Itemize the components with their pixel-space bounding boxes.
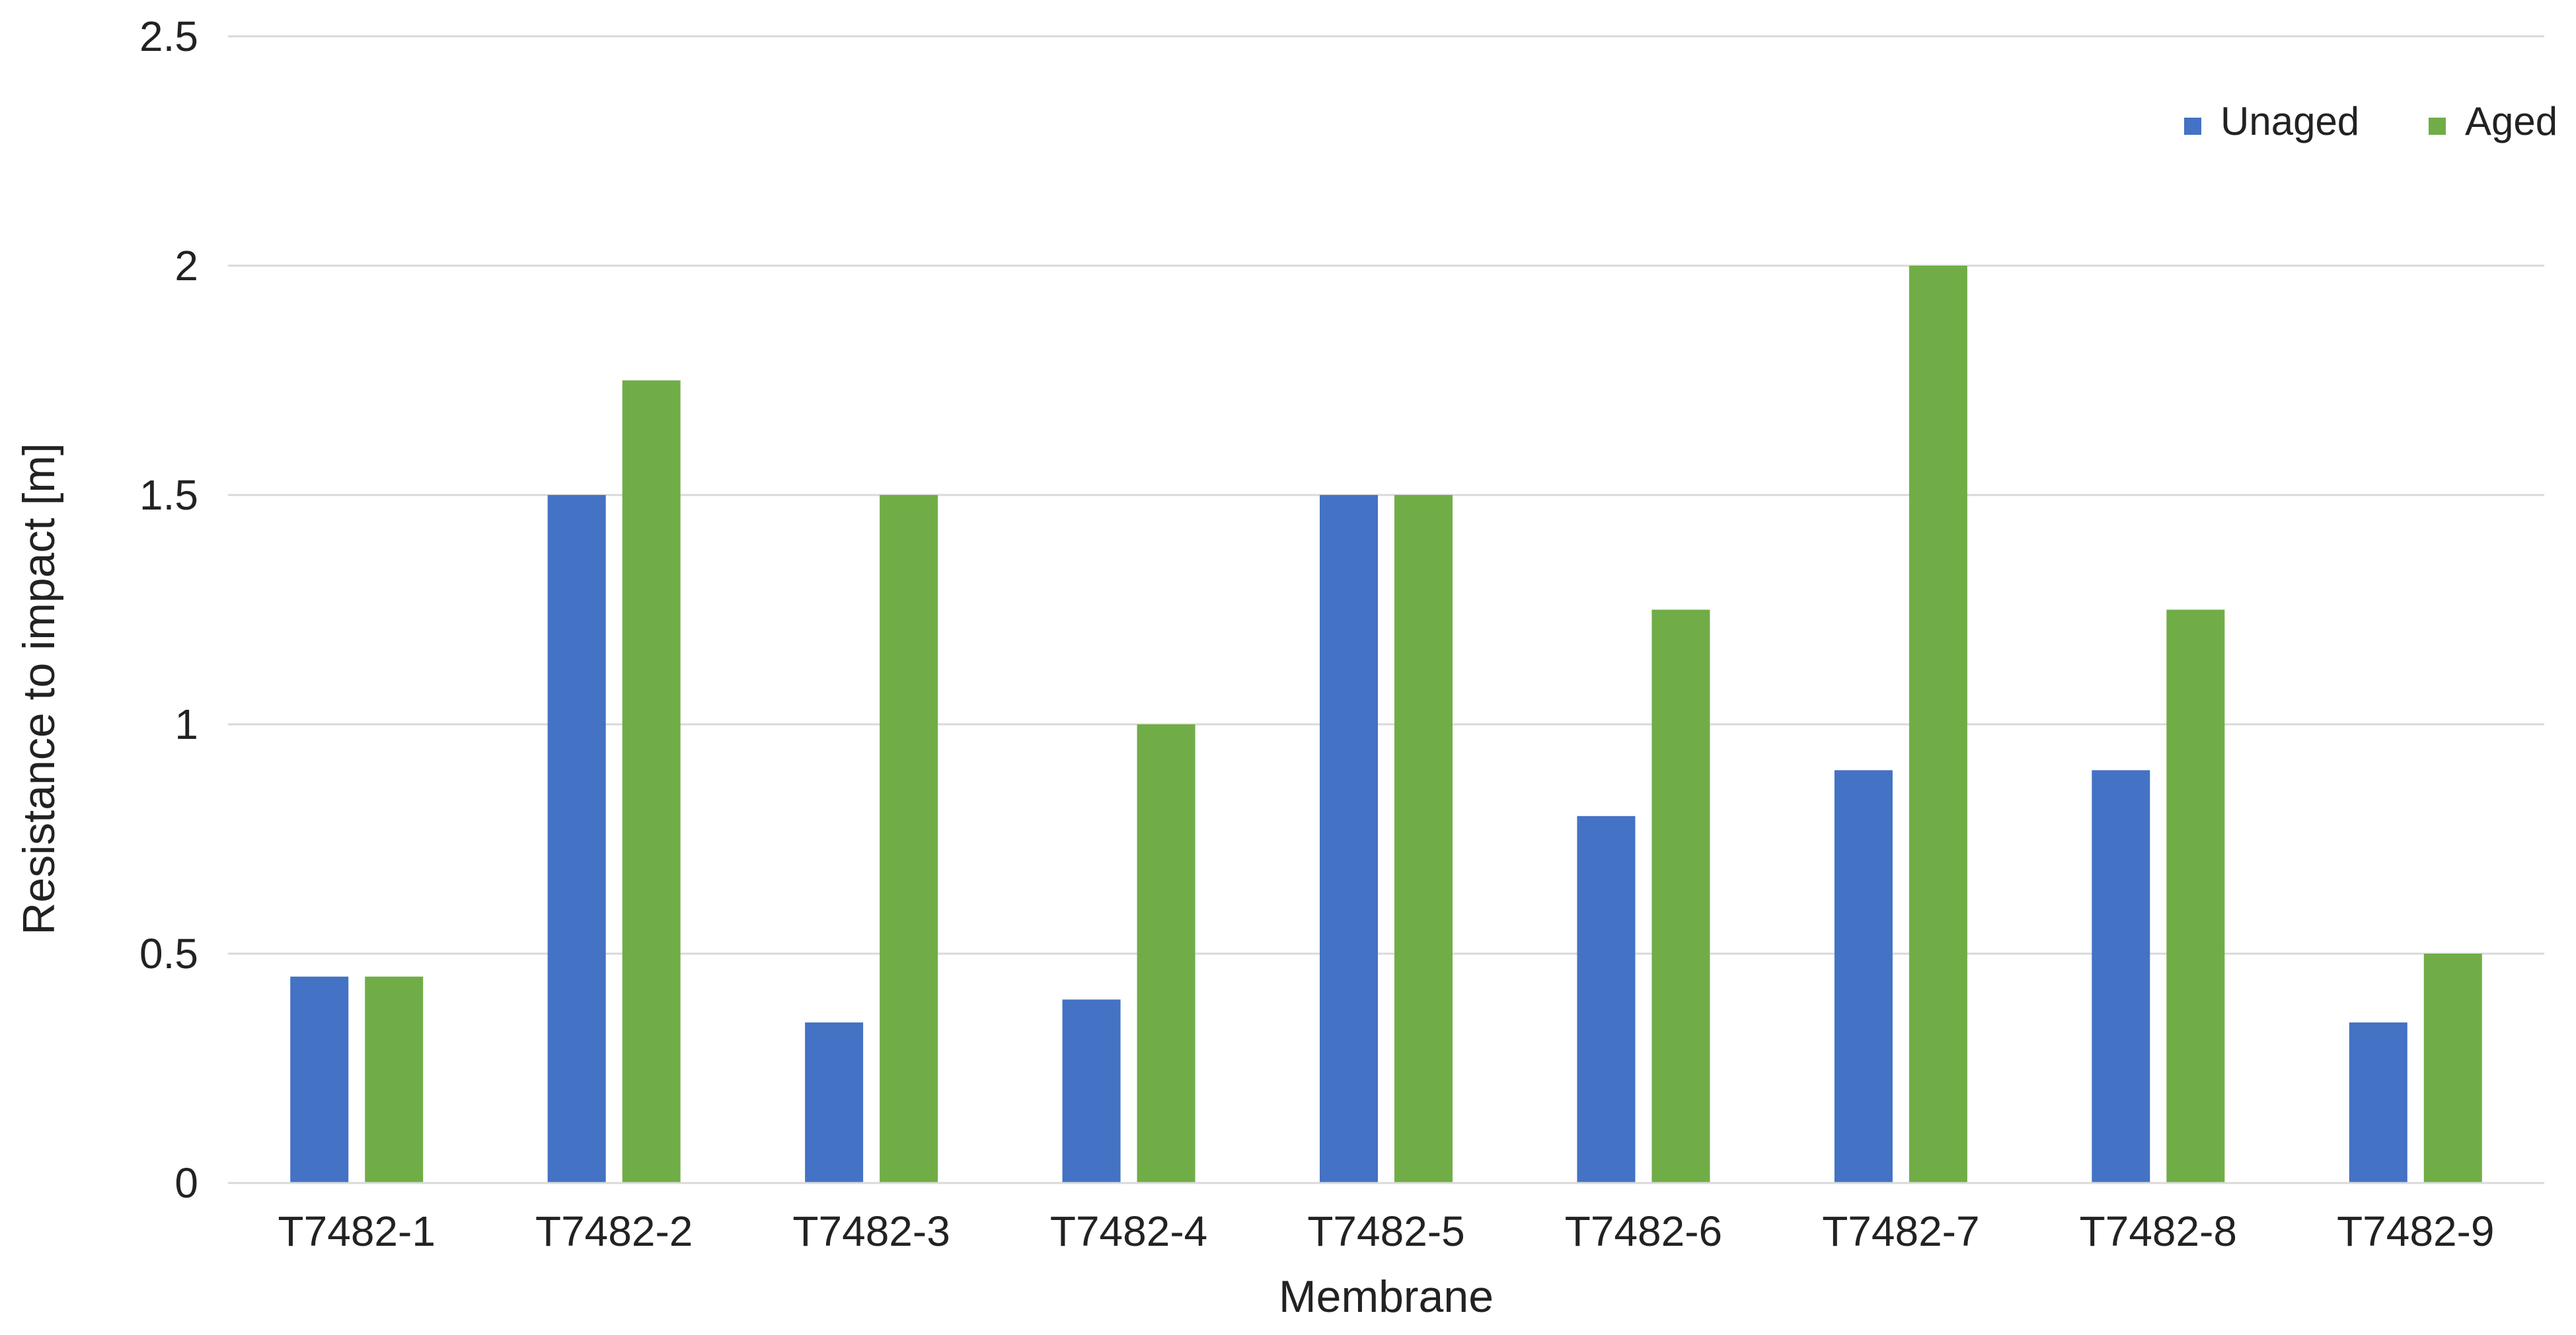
legend-label-unaged: Unaged	[2220, 99, 2359, 143]
x-axis-title: Membrane	[1279, 1272, 1494, 1322]
x-axis-ticks: T7482-1 T7482-2 T7482-3 T7482-4 T7482-5 T7482…	[278, 1207, 2495, 1255]
bar-aged-t7482-8	[2166, 609, 2225, 1183]
gridlines	[228, 35, 2544, 955]
y-tick-label: 2	[174, 242, 198, 289]
bar-unaged-t7482-6	[1577, 816, 1636, 1183]
bar-aged-t7482-5	[1394, 495, 1453, 1183]
bar-unaged-t7482-8	[2092, 770, 2150, 1183]
x-tick-label: T7482-4	[1050, 1207, 1207, 1255]
bar-unaged-t7482-1	[290, 976, 349, 1183]
bar-unaged-t7482-3	[805, 1022, 864, 1183]
bar-unaged-t7482-2	[547, 495, 606, 1183]
legend-swatch-unaged	[2184, 118, 2201, 135]
y-axis-ticks: 0 0.5 1 1.5 2 2.5	[139, 13, 198, 1207]
y-tick-label: 0	[174, 1159, 198, 1207]
legend: Unaged Aged	[2184, 99, 2557, 143]
x-tick-label: T7482-1	[278, 1207, 436, 1255]
x-tick-label: T7482-8	[2080, 1207, 2237, 1255]
bar-aged-t7482-7	[1909, 266, 1967, 1183]
bar-unaged-t7482-5	[1320, 495, 1378, 1183]
y-tick-label: 1	[174, 701, 198, 748]
x-tick-label: T7482-7	[1822, 1207, 1979, 1255]
x-tick-label: T7482-2	[535, 1207, 693, 1255]
x-tick-label: T7482-6	[1565, 1207, 1722, 1255]
bar-aged-t7482-3	[880, 495, 938, 1183]
y-tick-label: 1.5	[139, 471, 198, 519]
bars	[290, 266, 2482, 1183]
y-axis-title: Resistance to impact [m]	[14, 443, 64, 934]
bar-aged-t7482-4	[1137, 724, 1195, 1183]
bar-unaged-t7482-4	[1062, 999, 1121, 1183]
bar-unaged-t7482-9	[2349, 1022, 2407, 1183]
y-tick-label: 2.5	[139, 13, 198, 60]
bar-aged-t7482-9	[2423, 954, 2482, 1183]
bar-aged-t7482-2	[622, 380, 681, 1183]
bar-unaged-t7482-7	[1834, 770, 1893, 1183]
x-tick-label: T7482-3	[792, 1207, 950, 1255]
bar-aged-t7482-1	[365, 976, 424, 1183]
x-tick-label: T7482-5	[1307, 1207, 1464, 1255]
y-tick-label: 0.5	[139, 930, 198, 977]
x-tick-label: T7482-9	[2337, 1207, 2494, 1255]
legend-swatch-aged	[2429, 118, 2446, 135]
bar-aged-t7482-6	[1651, 609, 1710, 1183]
legend-label-aged: Aged	[2465, 99, 2557, 143]
